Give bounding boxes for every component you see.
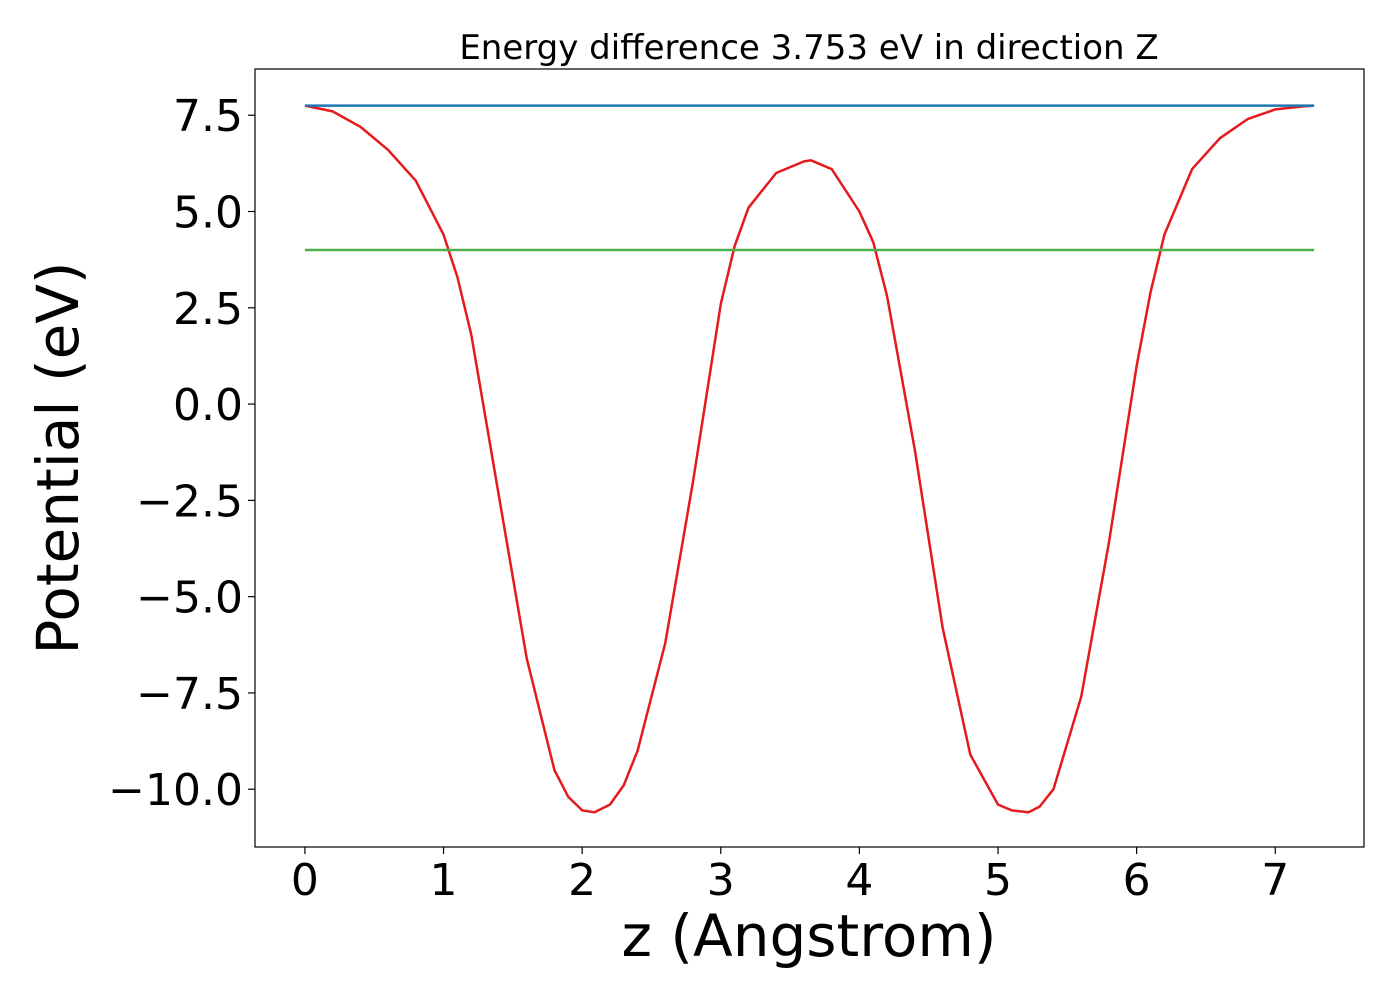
y-axis-label: Potential (eV) xyxy=(24,261,92,654)
x-tick-label: 7 xyxy=(1261,855,1289,906)
y-tick-label: 0.0 xyxy=(173,380,243,431)
x-axis-label: z (Angstrom) xyxy=(622,902,997,970)
plot-frame xyxy=(254,68,1365,848)
x-axis: 0 1 2 3 4 5 6 7 xyxy=(291,847,1289,906)
x-tick-label: 0 xyxy=(291,855,319,906)
y-tick-label: −10.0 xyxy=(108,765,243,816)
x-tick-label: 2 xyxy=(568,855,596,906)
x-tick-label: 4 xyxy=(845,855,873,906)
x-tick-label: 6 xyxy=(1123,855,1151,906)
y-tick-label: −5.0 xyxy=(136,573,243,624)
series-line-0 xyxy=(304,104,1315,814)
x-tick-label: 5 xyxy=(984,855,1012,906)
plot-area xyxy=(254,68,1365,848)
x-tick-label: 3 xyxy=(707,855,735,906)
y-tick-label: −7.5 xyxy=(136,669,243,720)
x-tick-label: 1 xyxy=(430,855,458,906)
y-axis: 7.5 5.0 2.5 0.0 −2.5 −5.0 −7.5 −10.0 xyxy=(108,91,255,816)
y-tick-label: 7.5 xyxy=(173,91,243,142)
y-tick-label: −2.5 xyxy=(136,476,243,527)
chart-title: Energy difference 3.753 eV in direction … xyxy=(459,28,1158,68)
y-tick-label: 5.0 xyxy=(173,188,243,239)
y-tick-label: 2.5 xyxy=(173,284,243,335)
